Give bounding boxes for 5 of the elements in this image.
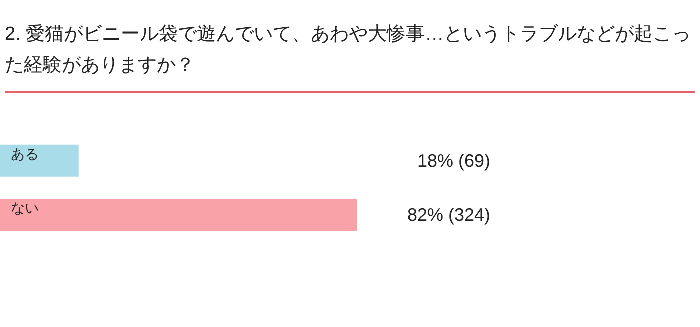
data-label: 18% (69) [417, 150, 491, 171]
y-tick-label: ない [11, 201, 39, 218]
data-label: 82% (324) [407, 205, 491, 226]
y-tick-label: ある [11, 146, 39, 163]
chart-title: 2. 愛猫がビニール袋で遊んでいて、あわや大惨事…というトラブルなどが起こった経験がありますか？ [5, 23, 692, 78]
